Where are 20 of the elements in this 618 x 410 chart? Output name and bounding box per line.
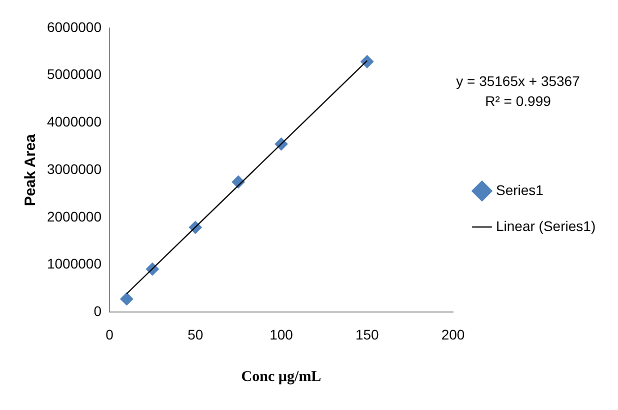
text: y = 35165x + 35367: [456, 73, 580, 89]
y-tick-label: 2000000: [46, 208, 102, 224]
y-tick-label: 1000000: [46, 256, 102, 272]
y-tick-label: 0: [94, 303, 102, 320]
point: [120, 292, 134, 306]
point: [360, 55, 374, 68]
x-tick-label: 0: [106, 326, 114, 342]
y-axis-title: Peak Area: [22, 133, 40, 206]
x-tick-label: 200: [441, 326, 465, 342]
legend-label: Linear (Series1): [496, 218, 596, 234]
y-tick-label: 4000000: [46, 114, 102, 130]
y-tick-label: 5000000: [46, 66, 102, 82]
x-tick-label: 150: [355, 326, 380, 342]
x-tick-label: 100: [270, 326, 294, 342]
text: R² = 0.999: [485, 93, 552, 109]
x-tick-label: 50: [188, 326, 204, 342]
y-tick-label: 6000000: [46, 18, 102, 35]
x-axis-title: Conc µg/mL: [241, 368, 322, 385]
y-tick-label: 3000000: [46, 160, 102, 177]
legend-label: Series1: [496, 182, 544, 198]
